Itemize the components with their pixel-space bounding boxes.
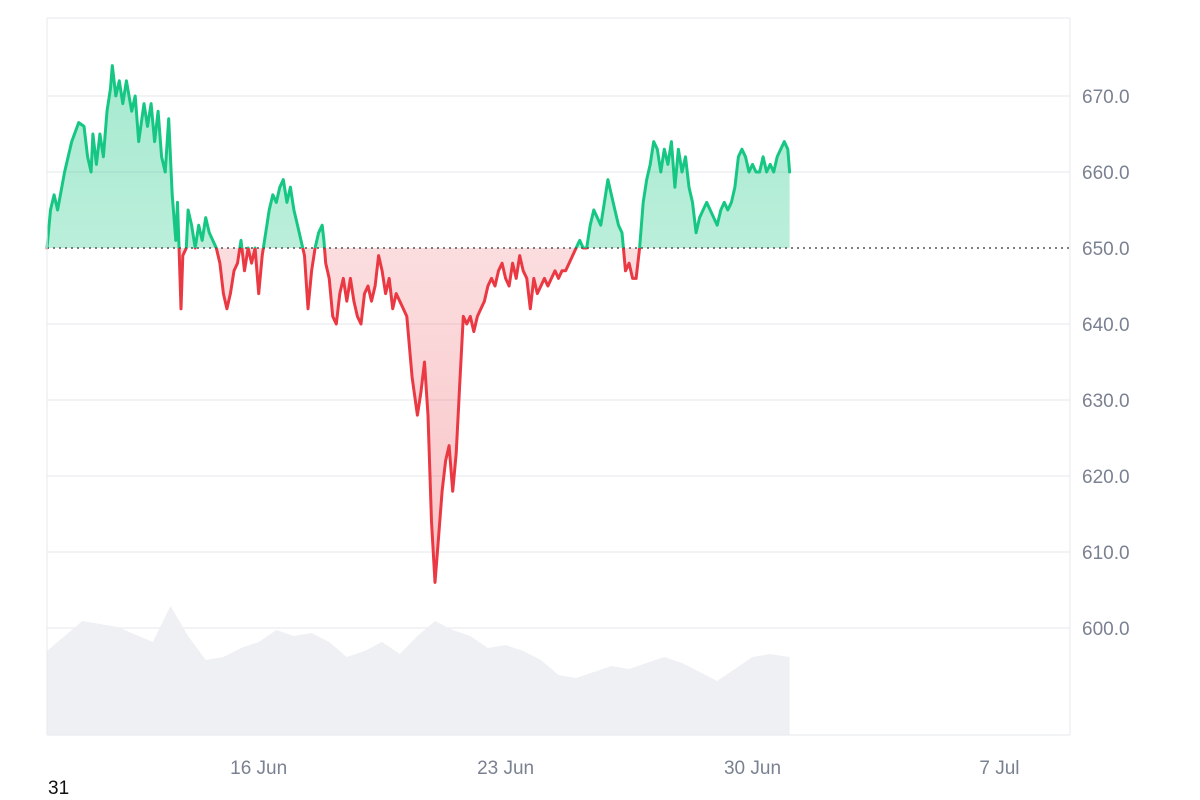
gridlines <box>47 95 1070 629</box>
y-tick-label: 600.0 <box>1082 619 1130 640</box>
y-tick-label: 610.0 <box>1082 543 1130 564</box>
x-tick-label: 23 Jun <box>477 758 534 779</box>
x-axis-ticks: 16 Jun 23 Jun 30 Jun 7 Jul <box>230 758 1019 779</box>
x-tick-label: 16 Jun <box>230 758 287 779</box>
y-tick-label: 670.0 <box>1082 87 1130 108</box>
area-below-baseline <box>47 248 790 583</box>
plot-frame <box>46 17 1071 736</box>
volume-bars <box>47 606 790 735</box>
volume-area <box>47 606 790 735</box>
area-above-baseline <box>47 65 790 248</box>
y-tick-label: 640.0 <box>1082 315 1130 336</box>
x-tick-label: 30 Jun <box>724 758 781 779</box>
x-tick-label: 7 Jul <box>979 758 1019 779</box>
price-line-above-baseline <box>45 64 792 248</box>
y-tick-label: 660.0 <box>1082 163 1130 184</box>
y-tick-label: 620.0 <box>1082 467 1130 488</box>
price-areas <box>47 65 790 583</box>
price-lines <box>45 64 792 584</box>
corner-label: 31 <box>48 778 70 799</box>
y-tick-label: 630.0 <box>1082 391 1130 412</box>
price-line-below-baseline <box>45 248 642 584</box>
y-tick-label: 650.0 <box>1082 239 1130 260</box>
y-axis-ticks: 600.0 610.0 620.0 630.0 640.0 650.0 660.0 670.0 <box>1082 87 1130 640</box>
